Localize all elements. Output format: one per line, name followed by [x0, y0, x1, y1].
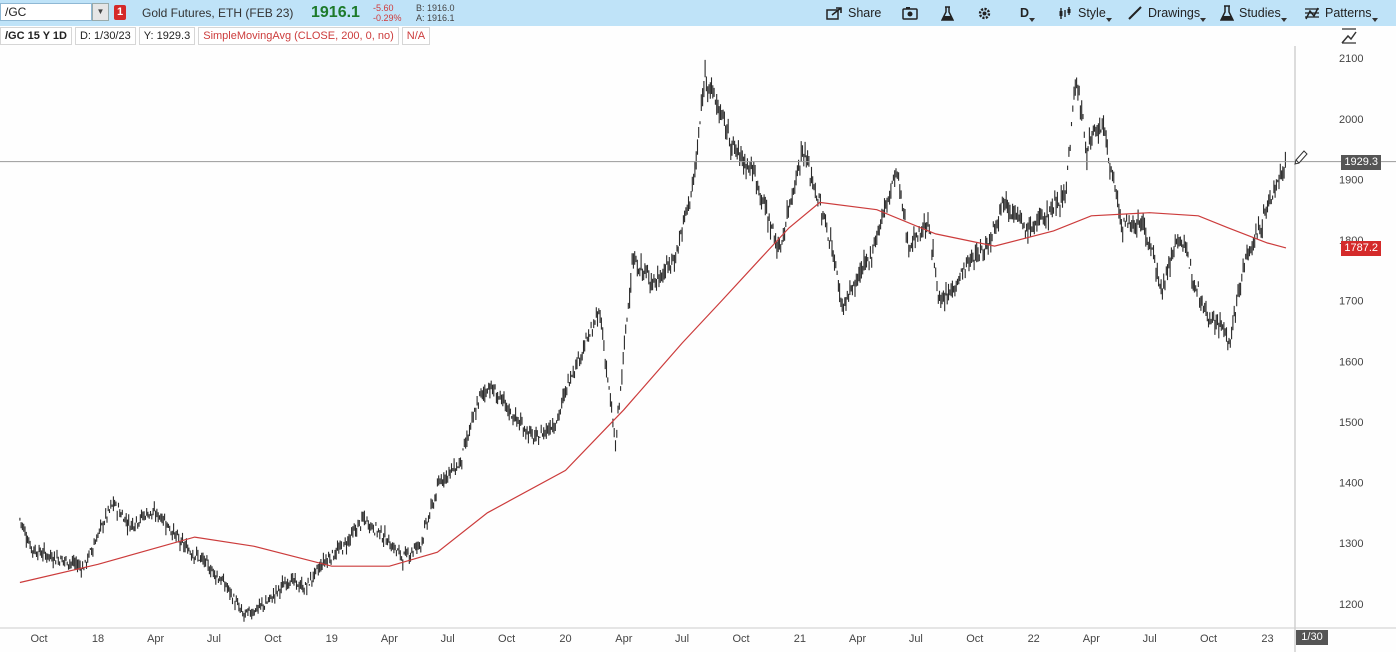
drawings-button[interactable]: Drawings: [1127, 0, 1207, 26]
cursor-price-tag: 1929.3: [1341, 154, 1381, 170]
y-tick-label: 1200: [1339, 599, 1363, 611]
flask-icon: [941, 5, 954, 21]
expand-chart-icon[interactable]: [1340, 27, 1358, 45]
ask-price: A: 1916.1: [416, 13, 455, 23]
bid-price: B: 1916.0: [416, 3, 455, 13]
x-tick-label: Apr: [615, 633, 632, 645]
y-tick-label: 1300: [1339, 538, 1363, 550]
gear-icon: [978, 7, 991, 19]
study-value: N/A: [401, 27, 431, 45]
instrument-description: Gold Futures, ETH (FEB 23): [142, 6, 294, 20]
y-tick-label: 1600: [1339, 356, 1363, 368]
x-tick-label: 19: [326, 633, 338, 645]
x-tick-label: 21: [794, 633, 806, 645]
y-tick-label: 1700: [1339, 296, 1363, 308]
price-series-line: [19, 59, 1286, 622]
chevron-down-icon: [1371, 18, 1378, 22]
x-tick-label: Apr: [849, 633, 866, 645]
x-tick-label: Apr: [147, 633, 164, 645]
patterns-label: Patterns: [1325, 6, 1372, 20]
cursor-y-value: Y: 1929.3: [138, 27, 196, 45]
bid-ask: B: 1916.0 A: 1916.1: [416, 3, 455, 23]
symbol-input[interactable]: [0, 3, 92, 21]
chart-toolbar: ▼ 1 Gold Futures, ETH (FEB 23) 1916.1 -5…: [0, 0, 1396, 26]
camera-icon: [902, 7, 918, 20]
patterns-icon: [1305, 7, 1319, 19]
chevron-down-icon: [1029, 18, 1036, 22]
aggregation-button[interactable]: D: [1020, 0, 1036, 26]
x-tick-label: Oct: [966, 633, 983, 645]
style-icon: [1059, 6, 1071, 19]
net-change: -5.60: [373, 3, 394, 13]
chevron-down-icon: [1200, 18, 1207, 22]
chevron-down-icon: [1280, 18, 1287, 22]
x-tick-label: 22: [1028, 633, 1040, 645]
pencil-cursor-icon: [1294, 150, 1308, 165]
cursor-date-tag: 1/30: [1296, 630, 1328, 645]
y-tick-label: 1500: [1339, 417, 1363, 429]
y-tick-label: 2000: [1339, 114, 1363, 126]
share-label: Share: [848, 6, 882, 20]
x-tick-label: Jul: [1143, 633, 1157, 645]
studies-label: Studies: [1239, 6, 1281, 20]
pencil-line-icon: [1128, 6, 1142, 20]
x-tick-label: Oct: [732, 633, 749, 645]
price-candles: [19, 59, 1286, 622]
studies-button[interactable]: Studies: [1220, 0, 1287, 26]
study-label[interactable]: SimpleMovingAvg (CLOSE, 200, 0, no): [198, 27, 399, 45]
symbol-dropdown-button[interactable]: ▼: [92, 3, 109, 21]
sma-series-line: [19, 201, 1287, 584]
aggregation-label: D: [1020, 6, 1030, 20]
cursor-date: D: 1/30/23: [74, 27, 136, 45]
x-tick-label: Oct: [498, 633, 515, 645]
x-tick-label: 20: [559, 633, 571, 645]
price-change: -5.60 -0.29%: [373, 3, 402, 23]
chevron-down-icon: [1105, 18, 1112, 22]
screenshot-button[interactable]: [902, 0, 918, 26]
drawings-label: Drawings: [1148, 6, 1201, 20]
x-tick-label: Jul: [441, 633, 455, 645]
x-tick-label: Jul: [207, 633, 221, 645]
style-label: Style: [1078, 6, 1106, 20]
x-tick-label: Apr: [1083, 633, 1100, 645]
share-icon: [826, 7, 842, 20]
x-tick-label: Oct: [31, 633, 48, 645]
patterns-button[interactable]: Patterns: [1304, 0, 1378, 26]
percent-change: -0.29%: [373, 13, 402, 23]
x-tick-label: Oct: [264, 633, 281, 645]
x-tick-label: Jul: [909, 633, 923, 645]
share-button[interactable]: Share: [826, 0, 881, 26]
flask-button[interactable]: [941, 0, 954, 26]
x-tick-label: Jul: [675, 633, 689, 645]
flask-icon: [1220, 5, 1234, 21]
last-price: 1916.1: [311, 4, 360, 21]
sma-price-tag: 1787.2: [1341, 240, 1381, 256]
y-tick-label: 1400: [1339, 478, 1363, 490]
time-period[interactable]: /GC 15 Y 1D: [0, 27, 72, 45]
x-tick-label: Apr: [381, 633, 398, 645]
x-tick-label: 23: [1261, 633, 1273, 645]
alert-badge[interactable]: 1: [114, 5, 126, 20]
settings-button[interactable]: [977, 0, 992, 26]
style-button[interactable]: Style: [1058, 0, 1112, 26]
y-tick-label: 1900: [1339, 174, 1363, 186]
chart-info-bar: /GC 15 Y 1D D: 1/30/23 Y: 1929.3 SimpleM…: [0, 26, 433, 46]
y-tick-label: 2100: [1339, 53, 1363, 65]
x-tick-label: 18: [92, 633, 104, 645]
x-tick-label: Oct: [1200, 633, 1217, 645]
